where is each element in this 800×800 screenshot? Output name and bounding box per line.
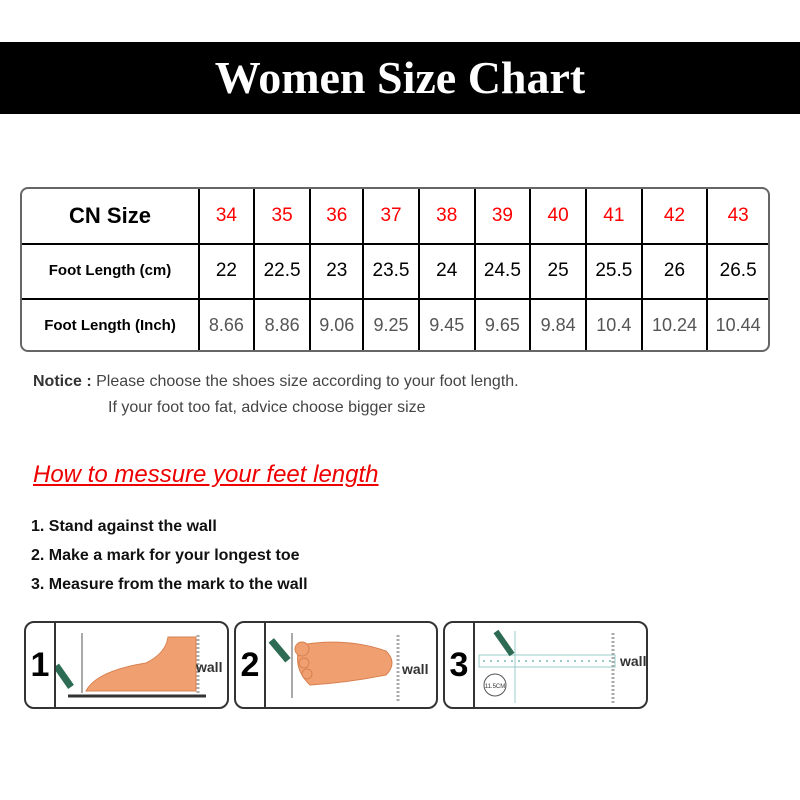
table-cell: 25.5 bbox=[584, 243, 641, 298]
notice-line1: Please choose the shoes size according t… bbox=[96, 373, 519, 390]
table-cell: 9.25 bbox=[362, 298, 418, 350]
table-cell: 22 bbox=[198, 243, 253, 298]
table-cell: 40 bbox=[529, 189, 585, 243]
table-cell: 9.65 bbox=[473, 298, 530, 350]
wall-label: wall bbox=[196, 659, 223, 675]
page-title: Women Size Chart bbox=[0, 42, 800, 114]
table-cell: 42 bbox=[640, 189, 707, 243]
list-item: 3. Measure from the mark to the wall bbox=[31, 576, 308, 593]
table-cell: 25 bbox=[529, 243, 585, 298]
step-3-illustration: 3 11.5CM wall bbox=[443, 621, 648, 709]
table-cell: 43 bbox=[706, 189, 768, 243]
table-cell: 10.24 bbox=[640, 298, 707, 350]
steps-list: 1. Stand against the wall 2. Make a mark… bbox=[31, 512, 308, 599]
table-cell: 39 bbox=[473, 189, 530, 243]
notice-line2: If your foot too fat, advice choose bigg… bbox=[108, 399, 426, 416]
notice-label: Notice : bbox=[33, 373, 92, 390]
notice: Notice : Please choose the shoes size ac… bbox=[33, 369, 519, 421]
step-2-illustration: 2 wall bbox=[234, 621, 438, 709]
table-cell: 26 bbox=[640, 243, 707, 298]
table-cell: 23.5 bbox=[362, 243, 418, 298]
wall-label: wall bbox=[402, 661, 429, 677]
step-1-illustration: 1 wall bbox=[24, 621, 229, 709]
ruler-badge: 11.5CM bbox=[485, 684, 506, 690]
table-row: Foot Length (Inch) 8.66 8.86 9.06 9.25 9.45 9.… bbox=[22, 298, 768, 350]
table-cell: 9.06 bbox=[309, 298, 362, 350]
table-cell: 36 bbox=[309, 189, 362, 243]
table-cell: 24.5 bbox=[473, 243, 530, 298]
table-cell: 23 bbox=[309, 243, 362, 298]
table-cell: 34 bbox=[198, 189, 253, 243]
table-row: CN Size 34 35 36 37 38 39 40 41 42 43 bbox=[22, 189, 768, 245]
table-cell: 8.66 bbox=[198, 298, 253, 350]
row-header: CN Size bbox=[69, 203, 151, 228]
table-cell: 9.84 bbox=[529, 298, 585, 350]
step-number: 1 bbox=[26, 623, 56, 707]
row-header: Foot Length (cm) bbox=[48, 262, 172, 279]
table-cell: 10.44 bbox=[706, 298, 768, 350]
table-cell: 10.4 bbox=[584, 298, 641, 350]
table-cell: 26.5 bbox=[706, 243, 768, 298]
step-number: 2 bbox=[236, 623, 266, 707]
howto-heading: How to messure your feet length bbox=[33, 461, 379, 488]
foot-top-icon bbox=[268, 633, 400, 701]
table-cell: 8.86 bbox=[252, 298, 310, 350]
step-number: 3 bbox=[445, 623, 475, 707]
table-cell: 38 bbox=[417, 189, 474, 243]
ruler-icon: 11.5CM bbox=[478, 629, 616, 703]
table-cell: 35 bbox=[252, 189, 310, 243]
table-cell: 41 bbox=[584, 189, 641, 243]
table-cell: 22.5 bbox=[252, 243, 310, 298]
size-table: CN Size 34 35 36 37 38 39 40 41 42 43 Foot Length … bbox=[20, 187, 770, 352]
foot-side-icon bbox=[56, 633, 206, 698]
list-item: 1. Stand against the wall bbox=[31, 518, 217, 535]
table-cell: 37 bbox=[362, 189, 418, 243]
row-header: Foot Length (Inch) bbox=[44, 316, 176, 334]
table-cell: 24 bbox=[417, 243, 474, 298]
list-item: 2. Make a mark for your longest toe bbox=[31, 547, 300, 564]
table-cell: 9.45 bbox=[417, 298, 474, 350]
table-row: Foot Length (cm) 22 22.5 23 23.5 24 24.5 25 25.5… bbox=[22, 243, 768, 300]
wall-label: wall bbox=[620, 653, 647, 669]
